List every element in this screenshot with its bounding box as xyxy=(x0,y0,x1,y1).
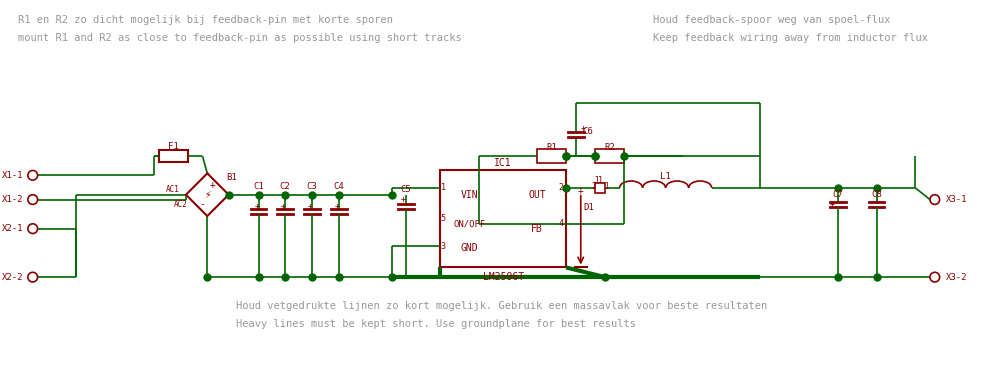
Text: X2-1: X2-1 xyxy=(2,224,23,233)
Text: +: + xyxy=(401,195,406,204)
Text: +: + xyxy=(830,200,835,209)
Text: IC1: IC1 xyxy=(494,158,512,168)
Circle shape xyxy=(930,195,940,204)
Text: J1: J1 xyxy=(593,176,603,185)
Text: AC1: AC1 xyxy=(166,185,180,194)
Text: +: + xyxy=(581,124,586,133)
Text: AC2: AC2 xyxy=(174,200,188,209)
Bar xyxy=(538,149,566,163)
Text: mount R1 and R2 as close to feedback-pin as possible using short tracks: mount R1 and R2 as close to feedback-pin… xyxy=(18,33,462,43)
Bar xyxy=(595,149,625,163)
Text: B1: B1 xyxy=(226,173,237,182)
Text: +: + xyxy=(335,202,340,211)
Text: FB: FB xyxy=(532,223,543,233)
Text: C6: C6 xyxy=(582,127,593,136)
Text: C4: C4 xyxy=(334,182,345,191)
Text: Keep feedback wiring away from inductor flux: Keep feedback wiring away from inductor … xyxy=(653,33,929,43)
Text: LM2596T: LM2596T xyxy=(482,272,524,282)
Text: C5: C5 xyxy=(401,185,412,194)
Text: GND: GND xyxy=(460,243,478,253)
Text: VIN: VIN xyxy=(460,190,478,200)
Text: 1: 1 xyxy=(605,182,609,191)
Text: 4: 4 xyxy=(558,219,563,228)
Text: +: + xyxy=(254,202,259,211)
Text: +: + xyxy=(209,180,215,190)
Text: Heavy lines must be kept short. Use groundplane for best results: Heavy lines must be kept short. Use grou… xyxy=(237,319,637,329)
Text: C1: C1 xyxy=(253,182,264,191)
Text: 2: 2 xyxy=(592,182,596,191)
Text: X2-2: X2-2 xyxy=(2,273,23,282)
Text: X3-2: X3-2 xyxy=(946,273,968,282)
Circle shape xyxy=(28,224,38,233)
Text: C2: C2 xyxy=(279,182,290,191)
Text: D1: D1 xyxy=(583,203,594,212)
Bar xyxy=(158,150,188,162)
Text: R1: R1 xyxy=(546,143,557,152)
Text: Houd vetgedrukte lijnen zo kort mogelijk. Gebruik een massavlak voor beste resul: Houd vetgedrukte lijnen zo kort mogelijk… xyxy=(237,302,767,312)
Text: +: + xyxy=(308,202,313,211)
Text: R1 en R2 zo dicht mogelijk bij feedback-pin met korte sporen: R1 en R2 zo dicht mogelijk bij feedback-… xyxy=(18,15,393,25)
Text: R2: R2 xyxy=(605,143,615,152)
Text: C7: C7 xyxy=(833,190,843,199)
Text: 1: 1 xyxy=(441,184,446,192)
Text: OUT: OUT xyxy=(529,190,545,200)
Text: -: - xyxy=(200,199,205,209)
Text: C8: C8 xyxy=(871,190,882,199)
Bar xyxy=(595,183,605,193)
Text: Houd feedback-spoor weg van spoel-flux: Houd feedback-spoor weg van spoel-flux xyxy=(653,15,891,25)
Text: C3: C3 xyxy=(307,182,318,191)
Circle shape xyxy=(930,272,940,282)
Text: 2: 2 xyxy=(558,184,563,192)
Text: X1-1: X1-1 xyxy=(2,171,23,180)
Text: +: + xyxy=(280,202,285,211)
Text: 5: 5 xyxy=(441,215,446,223)
Text: ON/OFF: ON/OFF xyxy=(453,219,485,228)
Text: F1: F1 xyxy=(168,142,179,151)
Bar xyxy=(441,171,566,268)
Text: L1: L1 xyxy=(660,172,671,181)
Text: ⚡: ⚡ xyxy=(204,190,211,200)
Circle shape xyxy=(28,171,38,180)
Text: +: + xyxy=(578,186,584,196)
Text: X1-2: X1-2 xyxy=(2,195,23,204)
Text: 3: 3 xyxy=(441,242,446,250)
Circle shape xyxy=(28,195,38,204)
Circle shape xyxy=(28,272,38,282)
Text: X3-1: X3-1 xyxy=(946,195,968,204)
